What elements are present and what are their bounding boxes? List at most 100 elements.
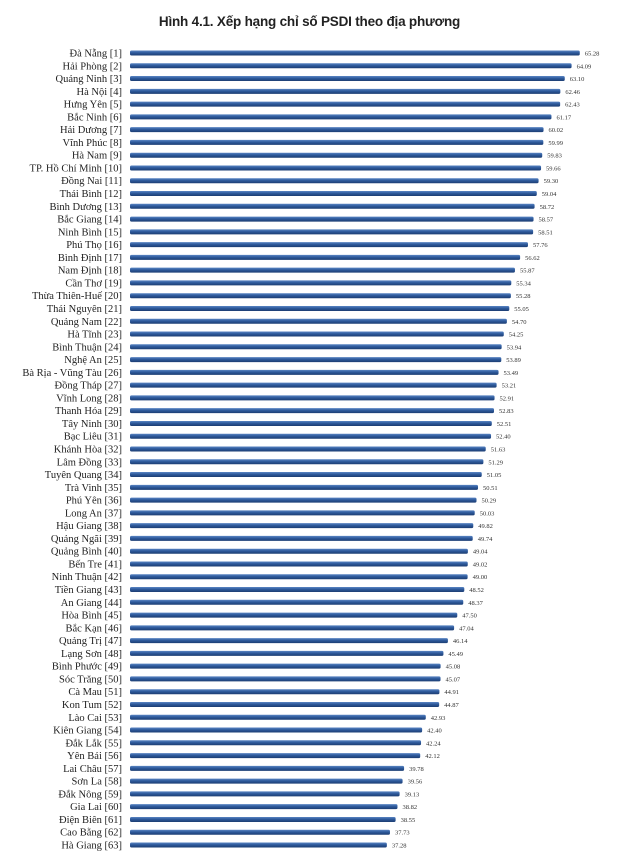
category-label: Đồng Tháp [27] <box>55 381 122 392</box>
category-label: Bạc Liêu [31] <box>64 432 122 443</box>
category-label: Đồng Nai [11] <box>61 176 122 187</box>
bar <box>130 165 542 171</box>
category-label: Hà Nội [4] <box>77 87 123 98</box>
bar <box>130 765 405 771</box>
category-label: Thanh Hóa [29] <box>55 406 122 417</box>
value-label: 47.04 <box>459 625 474 632</box>
value-label: 59.04 <box>542 191 557 198</box>
bar <box>130 472 482 478</box>
value-label: 37.73 <box>395 830 410 837</box>
category-label: Bắc Kạn [46] <box>65 623 122 634</box>
value-label: 52.40 <box>496 434 511 441</box>
category-label: Thừa Thiên-Huế [20] <box>32 291 122 302</box>
value-label: 58.72 <box>540 204 555 211</box>
bar <box>130 395 495 401</box>
category-label: Kon Tum [52] <box>62 700 122 711</box>
value-label: 39.56 <box>408 779 423 786</box>
bar <box>130 318 507 324</box>
value-label: 58.51 <box>538 229 553 236</box>
value-label: 59.30 <box>544 178 559 185</box>
category-label: Khánh Hòa [32] <box>54 445 122 456</box>
value-label: 58.57 <box>539 217 554 224</box>
value-label: 55.34 <box>516 280 531 287</box>
bar <box>130 191 537 197</box>
bar <box>130 216 534 222</box>
category-label: Quảng Ngãi [39] <box>51 534 122 545</box>
value-label: 42.93 <box>431 715 446 722</box>
bar <box>130 842 387 848</box>
category-label: Điện Biên [61] <box>59 815 122 826</box>
value-label: 37.28 <box>392 843 407 850</box>
category-label: Hà Nam [9] <box>72 151 122 162</box>
value-label: 54.70 <box>512 319 527 326</box>
value-label: 62.46 <box>565 89 580 96</box>
bar <box>130 574 468 580</box>
category-label: Vĩnh Phúc [8] <box>63 138 123 149</box>
value-label: 53.49 <box>504 370 519 377</box>
bar <box>130 267 515 273</box>
bar <box>130 816 396 822</box>
value-label: 49.04 <box>473 549 488 556</box>
bar <box>130 139 544 145</box>
value-label: 39.78 <box>409 766 424 773</box>
bar <box>130 229 534 235</box>
bar <box>130 382 497 388</box>
bar <box>130 740 422 746</box>
category-label: Quảng Bình [40] <box>51 547 122 558</box>
category-label: Hải Phòng [2] <box>63 61 123 72</box>
bar <box>130 638 448 644</box>
category-label: Đắk Lắk [55] <box>65 738 122 749</box>
category-label: Cà Mau [51] <box>68 687 122 698</box>
bar <box>130 305 510 311</box>
category-label: Quảng Trị [47] <box>59 636 122 647</box>
bar <box>130 254 521 260</box>
value-label: 56.62 <box>525 255 540 262</box>
category-label: Hậu Giang [38] <box>56 521 122 532</box>
value-label: 62.43 <box>565 102 580 109</box>
category-label: Hà Tĩnh [23] <box>67 330 122 341</box>
value-label: 53.89 <box>506 357 521 364</box>
category-label: Ninh Thuận [42] <box>52 572 122 583</box>
value-label: 57.76 <box>533 242 548 249</box>
value-label: 50.03 <box>480 510 495 517</box>
bar <box>130 88 561 94</box>
bar <box>130 484 479 490</box>
category-label: Sóc Trăng [50] <box>59 674 122 685</box>
category-label: Yên Bái [56] <box>67 751 122 762</box>
bar <box>130 727 423 733</box>
value-label: 45.08 <box>446 664 461 671</box>
value-label: 55.05 <box>514 306 529 313</box>
bar <box>130 791 400 797</box>
value-label: 61.17 <box>556 114 571 121</box>
bar <box>130 420 492 426</box>
bar <box>130 523 474 529</box>
category-label: Nam Định [18] <box>58 266 122 277</box>
bar <box>130 587 465 593</box>
category-label: Long An [37] <box>65 508 122 519</box>
value-label: 55.87 <box>520 268 535 275</box>
bar <box>130 599 464 605</box>
category-label: Cần Thơ [19] <box>65 278 122 289</box>
category-label: TP. Hồ Chí Minh [10] <box>30 163 122 174</box>
category-label: Phú Yên [36] <box>66 496 122 507</box>
value-label: 52.91 <box>500 395 515 402</box>
bar <box>130 535 473 541</box>
bar <box>130 689 440 695</box>
bar <box>130 433 492 439</box>
bar <box>130 408 494 414</box>
value-label: 45.07 <box>446 676 461 683</box>
value-label: 52.83 <box>499 408 514 415</box>
bar <box>130 778 403 784</box>
bar <box>130 344 502 350</box>
bar <box>130 63 572 69</box>
bar <box>130 676 441 682</box>
category-label: Bà Rịa - Vũng Tàu [26] <box>22 368 122 379</box>
category-label: Vĩnh Long [28] <box>56 393 122 404</box>
bar <box>130 612 458 618</box>
category-label: Bình Định [17] <box>58 253 122 264</box>
value-label: 52.51 <box>497 421 512 428</box>
category-label: Bến Tre [41] <box>68 559 122 570</box>
bar <box>130 548 468 554</box>
value-label: 44.91 <box>444 689 459 696</box>
bar <box>130 101 561 107</box>
